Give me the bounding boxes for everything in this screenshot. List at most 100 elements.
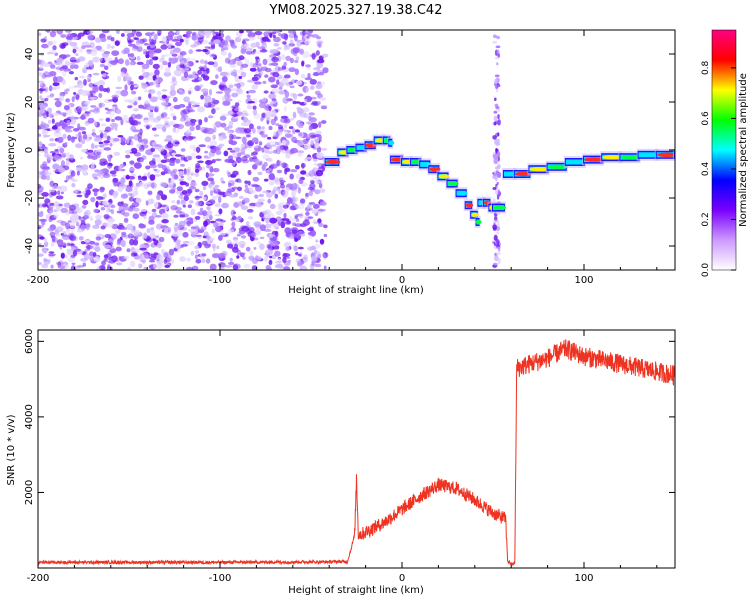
noise-speckle	[298, 178, 304, 184]
noise-speckle	[323, 224, 328, 229]
noise-speckle	[89, 251, 95, 257]
noise-speckle	[213, 39, 221, 44]
noise-speckle	[232, 264, 239, 270]
noise-speckle	[103, 214, 110, 219]
noise-speckle	[138, 149, 144, 152]
noise-speckle	[200, 35, 205, 38]
noise-speckle	[175, 41, 182, 47]
noise-speckle	[249, 123, 254, 130]
noise-speckle	[78, 236, 84, 241]
noise-speckle	[54, 52, 58, 56]
noise-speckle	[126, 137, 130, 144]
noise-speckle	[46, 51, 54, 55]
noise-speckle	[42, 123, 50, 129]
spike-speckle	[496, 84, 501, 88]
noise-speckle	[319, 239, 325, 243]
noise-speckle	[38, 226, 42, 230]
noise-speckle	[93, 190, 98, 197]
noise-speckle	[288, 32, 295, 39]
noise-speckle	[322, 67, 329, 74]
noise-speckle	[56, 239, 64, 246]
noise-speckle	[72, 64, 78, 67]
noise-speckle	[160, 194, 168, 201]
noise-speckle	[242, 114, 246, 117]
noise-speckle	[138, 223, 146, 229]
noise-speckle	[214, 203, 221, 208]
noise-speckle	[95, 196, 104, 200]
noise-speckle	[265, 264, 272, 270]
noise-speckle	[301, 35, 307, 41]
noise-speckle	[268, 259, 273, 265]
noise-speckle	[232, 170, 239, 176]
noise-speckle	[170, 112, 175, 117]
noise-speckle	[195, 60, 199, 63]
colorbar-tick-label: 0.6	[701, 111, 711, 126]
noise-speckle	[75, 221, 80, 227]
noise-speckle	[183, 62, 190, 67]
spike-speckle	[496, 62, 499, 66]
noise-speckle	[79, 75, 85, 79]
noise-speckle	[156, 156, 161, 163]
noise-speckle	[237, 99, 242, 103]
noise-speckle	[133, 248, 139, 254]
noise-speckle	[93, 208, 99, 213]
noise-speckle	[123, 256, 130, 260]
noise-speckle	[103, 147, 112, 151]
noise-speckle	[59, 112, 67, 116]
noise-speckle	[94, 242, 100, 246]
noise-speckle	[174, 154, 182, 157]
noise-speckle	[209, 263, 217, 270]
noise-speckle	[295, 56, 300, 60]
noise-speckle	[208, 89, 213, 96]
x-tick-label: -200	[27, 573, 50, 584]
noise-speckle	[220, 50, 227, 56]
noise-speckle	[100, 37, 107, 42]
noise-speckle	[236, 255, 240, 259]
noise-speckle	[179, 256, 186, 262]
noise-speckle	[317, 42, 322, 48]
spike-speckle	[495, 106, 500, 109]
noise-speckle	[228, 139, 234, 145]
noise-speckle	[130, 182, 134, 188]
noise-speckle	[182, 204, 186, 208]
noise-speckle	[166, 142, 174, 149]
noise-speckle	[64, 54, 71, 58]
noise-speckle	[304, 30, 313, 36]
noise-speckle	[256, 125, 262, 130]
noise-speckle	[145, 51, 150, 55]
noise-speckle	[146, 228, 151, 234]
noise-speckle	[319, 238, 325, 245]
top-x-axis-label: Height of straight line (km)	[288, 285, 424, 296]
noise-speckle	[161, 164, 167, 171]
noise-speckle	[133, 37, 139, 40]
noise-speckle	[157, 163, 164, 169]
noise-speckle	[90, 105, 97, 108]
noise-speckle	[313, 67, 321, 71]
noise-speckle	[272, 71, 280, 78]
noise-speckle	[111, 50, 120, 56]
noise-speckle	[295, 173, 302, 179]
noise-speckle	[146, 125, 150, 130]
noise-speckle	[229, 39, 235, 44]
noise-speckle	[308, 202, 316, 205]
spike-speckle	[497, 155, 500, 162]
noise-speckle	[95, 37, 102, 43]
noise-speckle	[55, 195, 64, 200]
noise-speckle	[179, 214, 186, 218]
ridge-peak	[475, 219, 482, 225]
noise-speckle	[173, 214, 179, 218]
noise-speckle	[73, 92, 77, 95]
noise-speckle	[214, 214, 222, 217]
noise-speckle	[257, 63, 262, 66]
snr-panel: -200 -100 0 100 2000 4000 6000 Height of stra…	[6, 329, 676, 596]
noise-speckle	[183, 168, 187, 175]
noise-speckle	[68, 204, 76, 211]
ridge-peak	[429, 167, 441, 172]
noise-speckle	[159, 64, 164, 70]
noise-speckle	[305, 172, 310, 178]
noise-speckle	[91, 162, 96, 166]
noise-speckle	[317, 163, 324, 168]
noise-speckle	[149, 52, 156, 55]
noise-speckle	[252, 164, 258, 170]
noise-speckle	[255, 201, 263, 208]
